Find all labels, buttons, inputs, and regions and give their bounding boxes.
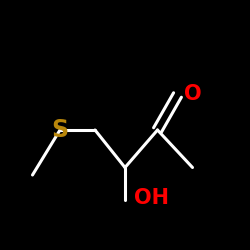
- Text: OH: OH: [134, 188, 169, 208]
- Text: O: O: [184, 84, 202, 104]
- Text: S: S: [52, 118, 68, 142]
